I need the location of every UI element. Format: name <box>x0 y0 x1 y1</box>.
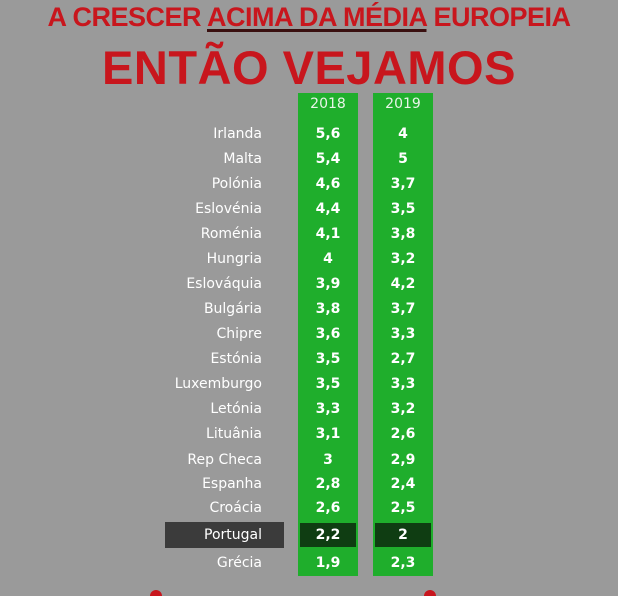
value-2018: 5,6 <box>315 126 341 142</box>
table-row: Eslovénia 4,4 3,5 <box>0 197 618 221</box>
table-row: Eslováquia 3,9 4,2 <box>0 272 618 296</box>
country-label: Luxemburgo <box>174 376 262 392</box>
value-2019: 2 <box>375 523 431 547</box>
table-row: Portugal 2,2 2 <box>0 522 618 548</box>
country-label: Irlanda <box>213 126 262 142</box>
country-label: Espanha <box>202 476 262 492</box>
table-row: Grécia 1,9 2,3 <box>0 551 618 575</box>
table-row: Espanha 2,8 2,4 <box>0 472 618 496</box>
decorative-mark-right <box>424 590 436 596</box>
value-2019: 5 <box>398 151 408 167</box>
value-2018: 4,4 <box>315 201 341 217</box>
table-row: Croácia 2,6 2,5 <box>0 496 618 520</box>
value-2018: 3,6 <box>315 326 341 342</box>
value-2018: 2,2 <box>300 523 356 547</box>
value-2019: 2,5 <box>390 500 416 516</box>
value-2018: 3,5 <box>315 376 341 392</box>
country-label: Estónia <box>210 351 262 367</box>
table-row: Roménia 4,1 3,8 <box>0 222 618 246</box>
country-label: Hungria <box>206 251 262 267</box>
value-2019: 3,2 <box>390 251 416 267</box>
country-label: Polónia <box>211 176 262 192</box>
value-2019: 4,2 <box>390 276 416 292</box>
value-2019: 2,7 <box>390 351 416 367</box>
table-row: Lituânia 3,1 2,6 <box>0 422 618 446</box>
country-label: Letónia <box>210 401 262 417</box>
value-2018: 2,8 <box>315 476 341 492</box>
value-2018: 3,3 <box>315 401 341 417</box>
value-2019: 3,8 <box>390 226 416 242</box>
value-2018: 3,9 <box>315 276 341 292</box>
country-label: Portugal <box>204 527 262 543</box>
headline-top-prefix: A CRESCER <box>47 2 207 32</box>
value-2019: 2,6 <box>390 426 416 442</box>
value-2018: 4,6 <box>315 176 341 192</box>
column-header-2019: 2019 <box>385 96 421 112</box>
table-row: Luxemburgo 3,5 3,3 <box>0 372 618 396</box>
table-row: Rep Checa 3 2,9 <box>0 448 618 472</box>
table-row: Letónia 3,3 3,2 <box>0 397 618 421</box>
headline-top: A CRESCER ACIMA DA MÉDIA EUROPEIA <box>0 0 618 34</box>
value-2018: 4,1 <box>315 226 341 242</box>
table-row: Polónia 4,6 3,7 <box>0 172 618 196</box>
value-2018: 3,1 <box>315 426 341 442</box>
table-row: Irlanda 5,6 4 <box>0 122 618 146</box>
value-2018: 3,8 <box>315 301 341 317</box>
decorative-mark-left <box>150 590 162 596</box>
value-2019: 2,4 <box>390 476 416 492</box>
country-label: Eslovénia <box>195 201 262 217</box>
value-2019: 3,7 <box>390 301 416 317</box>
value-2019: 4 <box>398 126 408 142</box>
value-2019: 3,7 <box>390 176 416 192</box>
value-2019: 3,5 <box>390 201 416 217</box>
value-2018: 2,6 <box>315 500 341 516</box>
country-label: Lituânia <box>206 426 262 442</box>
country-label: Malta <box>223 151 262 167</box>
value-2018: 3,5 <box>315 351 341 367</box>
table-row: Hungria 4 3,2 <box>0 247 618 271</box>
value-2018: 3 <box>323 452 333 468</box>
value-2019: 2,9 <box>390 452 416 468</box>
headline-top-suffix: EUROPEIA <box>426 2 571 32</box>
column-header-2018: 2018 <box>310 96 346 112</box>
country-label: Bulgária <box>203 301 262 317</box>
column-2019-background <box>373 93 433 576</box>
column-2018-background <box>298 93 358 576</box>
country-label: Eslováquia <box>186 276 262 292</box>
value-2018: 5,4 <box>315 151 341 167</box>
table-row: Bulgária 3,8 3,7 <box>0 297 618 321</box>
country-label: Roménia <box>200 226 262 242</box>
value-2018: 1,9 <box>315 555 341 571</box>
value-2019: 2,3 <box>390 555 416 571</box>
table-row: Estónia 3,5 2,7 <box>0 347 618 371</box>
value-2019: 3,3 <box>390 376 416 392</box>
country-label: Grécia <box>216 555 262 571</box>
table-row: Malta 5,4 5 <box>0 147 618 171</box>
highlight-label-box <box>165 522 284 548</box>
table-row: Chipre 3,6 3,3 <box>0 322 618 346</box>
headline-main: ENTÃO VEJAMOS <box>102 41 516 94</box>
value-2018: 4 <box>323 251 333 267</box>
headline-top-underlined: ACIMA DA MÉDIA <box>207 2 427 32</box>
country-label: Croácia <box>209 500 262 516</box>
value-2019: 3,3 <box>390 326 416 342</box>
country-label: Chipre <box>216 326 263 342</box>
country-label: Rep Checa <box>187 452 262 468</box>
value-2019: 3,2 <box>390 401 416 417</box>
